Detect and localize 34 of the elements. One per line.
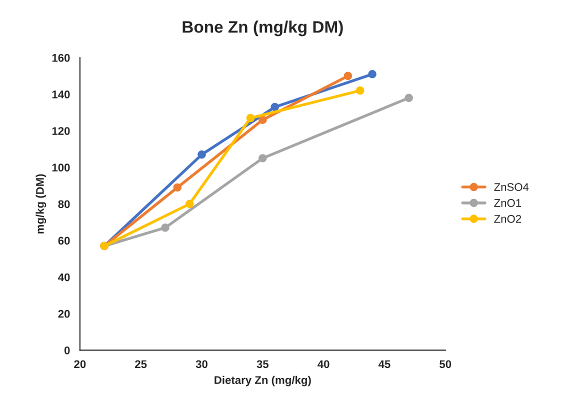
point xyxy=(404,94,414,102)
x-tick-label: 30 xyxy=(196,360,208,368)
x-tick-label: 45 xyxy=(378,360,390,368)
y-tick-label: 40 xyxy=(58,273,70,282)
legend-label: ZnO2 xyxy=(494,214,522,223)
chart-title: Bone Zn (mg/kg DM) xyxy=(182,20,343,36)
x-axis-title: Dietary Zn (mg/kg) xyxy=(214,376,311,386)
y-tick-label: 140 xyxy=(52,90,70,98)
y-tick-label: 20 xyxy=(58,310,70,318)
y-tick-label: 80 xyxy=(58,200,70,208)
y-tick-label: 100 xyxy=(52,164,70,172)
point xyxy=(258,116,267,124)
point xyxy=(344,72,352,80)
x-tick-label: 50 xyxy=(440,360,452,368)
point xyxy=(270,102,280,112)
y-tick-label: 60 xyxy=(58,236,70,245)
y-tick-label: 160 xyxy=(52,54,70,62)
x-tick-label: 40 xyxy=(318,360,330,368)
x-tick-label: 35 xyxy=(256,360,269,368)
point xyxy=(161,224,170,232)
x-tick-label: 25 xyxy=(135,360,147,368)
legend-label: ZnO1 xyxy=(494,199,522,207)
point xyxy=(246,114,255,122)
x-tick-label: 20 xyxy=(74,360,86,368)
point xyxy=(258,154,267,162)
legend-label: ZnSO4 xyxy=(494,183,529,192)
point xyxy=(368,70,376,78)
point xyxy=(198,150,206,159)
y-axis-title: mg/kg (DM) xyxy=(36,174,46,234)
point xyxy=(185,200,194,208)
point xyxy=(173,183,182,192)
y-tick-label: 0 xyxy=(64,346,70,354)
point xyxy=(356,86,364,95)
y-tick-label: 120 xyxy=(52,127,70,135)
